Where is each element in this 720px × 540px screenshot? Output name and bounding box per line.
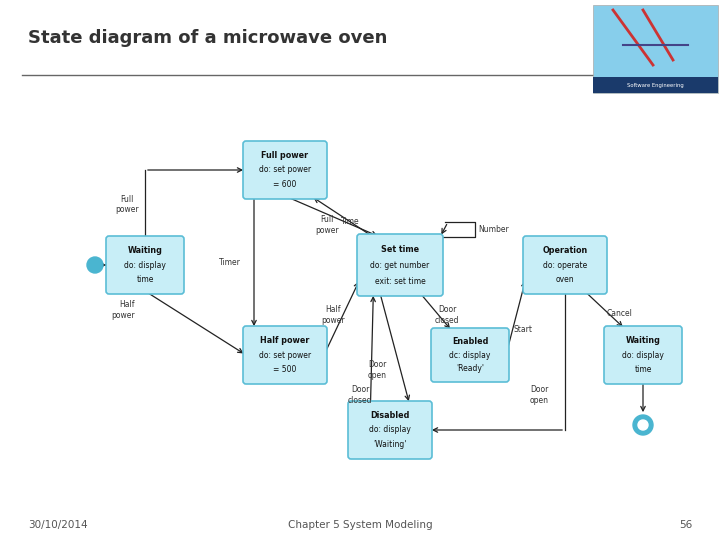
Circle shape — [633, 415, 653, 435]
Text: = 600: = 600 — [274, 180, 297, 190]
Text: Enabled: Enabled — [452, 337, 488, 346]
Text: Cancel: Cancel — [607, 309, 633, 319]
Text: do: operate: do: operate — [543, 260, 587, 269]
Text: Software Engineering: Software Engineering — [627, 83, 684, 87]
Text: 30/10/2014: 30/10/2014 — [28, 520, 88, 530]
FancyBboxPatch shape — [243, 326, 327, 384]
Text: Disabled: Disabled — [370, 410, 410, 420]
Text: do: display: do: display — [124, 260, 166, 269]
Text: 56: 56 — [679, 520, 692, 530]
Text: = 500: = 500 — [274, 366, 297, 374]
FancyBboxPatch shape — [523, 236, 607, 294]
Text: Door
open: Door open — [367, 360, 387, 380]
Text: Door
open: Door open — [530, 386, 549, 404]
FancyBboxPatch shape — [243, 141, 327, 199]
Circle shape — [638, 420, 648, 430]
Text: Full
power: Full power — [115, 195, 139, 214]
Text: oven: oven — [556, 275, 575, 285]
Text: State diagram of a microwave oven: State diagram of a microwave oven — [28, 29, 387, 47]
Text: Set time: Set time — [381, 245, 419, 253]
FancyBboxPatch shape — [357, 234, 443, 296]
Text: do: display: do: display — [369, 426, 411, 435]
FancyBboxPatch shape — [604, 326, 682, 384]
Text: exit: set time: exit: set time — [374, 276, 426, 286]
Text: Time: Time — [341, 218, 359, 226]
Text: Waiting: Waiting — [127, 246, 163, 255]
FancyBboxPatch shape — [431, 328, 509, 382]
Text: Chapter 5 System Modeling: Chapter 5 System Modeling — [288, 520, 432, 530]
Text: Door
closed: Door closed — [435, 305, 459, 325]
Text: Half power: Half power — [261, 336, 310, 345]
Text: do: set power: do: set power — [259, 165, 311, 174]
FancyBboxPatch shape — [106, 236, 184, 294]
Text: Full power: Full power — [261, 151, 309, 160]
Text: 'Waiting': 'Waiting' — [373, 440, 407, 449]
Text: Half
power: Half power — [112, 300, 135, 320]
Text: time: time — [136, 275, 153, 285]
Bar — [593, 5, 718, 93]
Text: Number: Number — [478, 225, 509, 234]
Bar — [593, 77, 718, 93]
Text: Door
closed: Door closed — [348, 386, 372, 404]
Text: Start: Start — [513, 326, 533, 334]
Text: do: get number: do: get number — [370, 260, 430, 269]
Text: time: time — [634, 366, 652, 374]
Text: do: display: do: display — [622, 350, 664, 360]
Text: Timer: Timer — [219, 258, 241, 267]
Text: 'Ready': 'Ready' — [456, 364, 484, 373]
FancyBboxPatch shape — [348, 401, 432, 459]
Text: Full
power: Full power — [315, 215, 339, 235]
Text: Waiting: Waiting — [626, 336, 660, 345]
Text: do: set power: do: set power — [259, 350, 311, 360]
Text: Half
power: Half power — [321, 305, 345, 325]
Text: Operation: Operation — [542, 246, 588, 255]
Circle shape — [87, 257, 103, 273]
Text: dc: display: dc: display — [449, 350, 491, 360]
